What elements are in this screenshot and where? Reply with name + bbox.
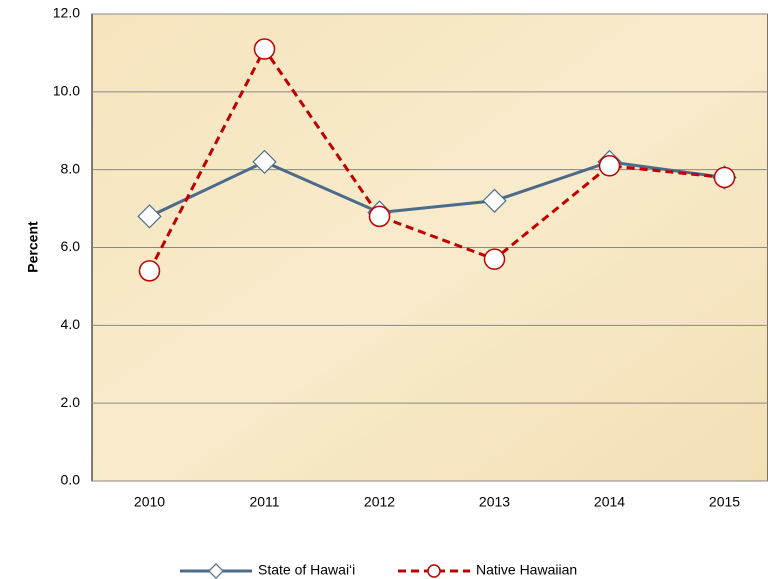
point	[483, 248, 506, 270]
y-axis-label: Percent	[25, 221, 41, 273]
point	[138, 260, 161, 282]
y-tick-label: 8.0	[61, 160, 81, 176]
x-tick-label: 2014	[594, 494, 625, 510]
y-tick-label: 6.0	[61, 238, 81, 254]
x-tick-label: 2015	[709, 494, 740, 510]
point	[713, 166, 736, 189]
y-tick-label: 12.0	[53, 5, 80, 21]
point	[598, 155, 621, 177]
y-tick-label: 2.0	[61, 394, 81, 410]
y-tick-label: 4.0	[61, 316, 81, 332]
y-tick-label: 0.0	[61, 472, 81, 488]
legend-marker	[427, 564, 441, 578]
point	[137, 204, 162, 229]
x-tick-label: 2010	[134, 494, 165, 510]
series-line	[148, 46, 725, 272]
point	[368, 205, 391, 228]
series-line	[148, 160, 725, 218]
legend-label: State of Hawai‘i	[258, 562, 355, 578]
x-tick-label: 2012	[364, 494, 395, 510]
x-tick-label: 2013	[479, 494, 510, 510]
y-tick-label: 10.0	[53, 83, 80, 99]
point	[482, 188, 507, 213]
point	[252, 149, 277, 175]
legend-label: Native Hawaiian	[476, 562, 577, 578]
x-tick-label: 2011	[249, 494, 279, 510]
point	[253, 38, 276, 60]
legend-marker	[208, 563, 224, 579]
